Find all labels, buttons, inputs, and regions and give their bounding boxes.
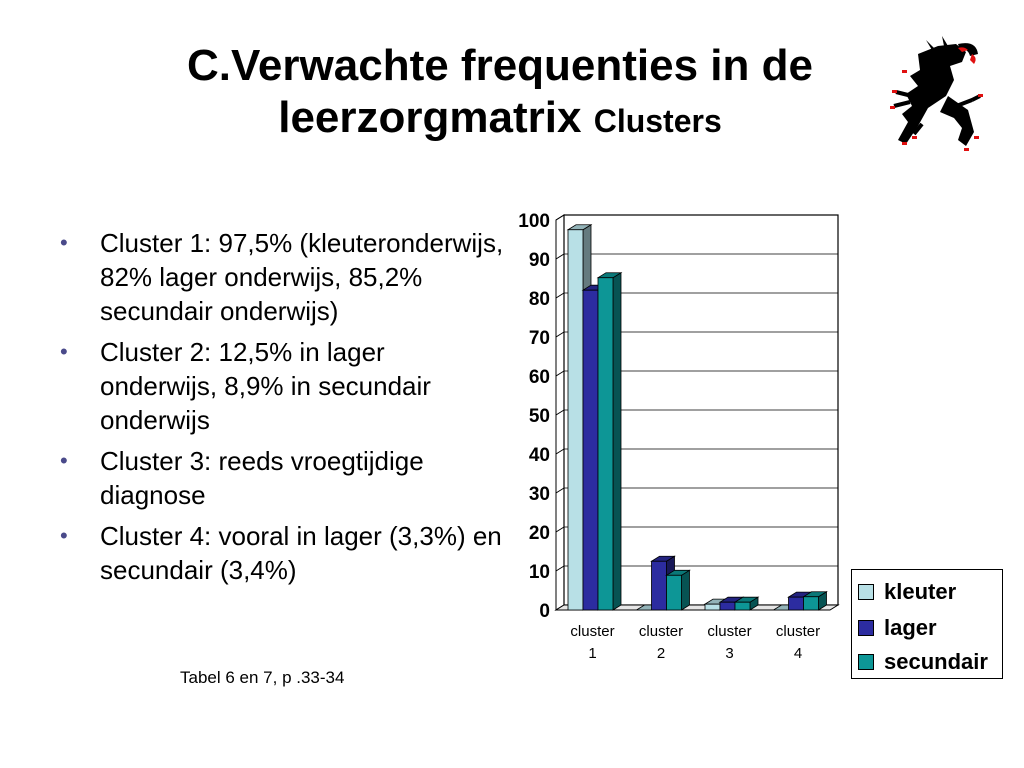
- bar: [719, 601, 736, 611]
- title-main: C.Verwachte frequenties in de leerzorgma…: [187, 41, 813, 142]
- plot-floor: [554, 604, 840, 611]
- x-tick-label: cluster: [570, 623, 614, 640]
- gridline-side: [555, 370, 565, 377]
- bar-side: [734, 596, 744, 611]
- bar-side: [681, 569, 690, 611]
- bar: [651, 560, 667, 611]
- bar-top: [802, 591, 828, 598]
- y-tick-label: 20: [529, 523, 550, 544]
- legend-swatch: [858, 620, 874, 636]
- bar: [704, 603, 721, 611]
- bar-top: [665, 569, 691, 576]
- bullet-dot-icon: •: [60, 230, 68, 255]
- bullet-dot-icon: •: [60, 523, 68, 548]
- y-tick-label: 90: [529, 250, 550, 271]
- y-tick-label: 0: [539, 601, 550, 622]
- bar-side: [749, 596, 759, 611]
- legend-item-kleuter: kleuter: [858, 577, 956, 607]
- bar: [666, 574, 682, 611]
- bar-side: [803, 591, 812, 611]
- legend-item-lager: lager: [858, 613, 937, 643]
- bar: [567, 229, 584, 611]
- gridline-side: [555, 214, 565, 221]
- bullet-item: • Cluster 3: reeds vroegtijdige diagnose: [60, 446, 424, 510]
- bar-side: [651, 604, 660, 611]
- gridline-side: [555, 604, 565, 611]
- bar-top: [703, 598, 730, 605]
- bar-top: [718, 596, 745, 603]
- legend-swatch: [858, 654, 874, 670]
- x-tick-label: 1: [588, 645, 596, 662]
- bar: [788, 596, 804, 611]
- bar-top: [787, 591, 813, 598]
- y-tick-label: 60: [529, 367, 550, 388]
- bullet-dot-icon: •: [60, 339, 68, 364]
- y-tick-label: 70: [529, 328, 550, 349]
- gridline-side: [555, 292, 565, 299]
- gridline-side: [555, 253, 565, 260]
- bar-top: [581, 284, 608, 291]
- bar-top: [566, 224, 593, 231]
- y-tick-label: 10: [529, 562, 550, 583]
- gridline-side: [555, 409, 565, 416]
- bar-side: [612, 271, 622, 611]
- bar-side: [582, 224, 592, 611]
- bar-top: [635, 604, 661, 611]
- x-tick-label: cluster: [707, 623, 751, 640]
- y-tick-label: 100: [518, 211, 550, 232]
- title-sub: Clusters: [593, 103, 722, 139]
- bar-side: [597, 284, 607, 611]
- bar: [803, 596, 819, 611]
- gridline-side: [555, 331, 565, 338]
- bar: [582, 289, 599, 611]
- slide-title: C.Verwachte frequenties in de leerzorgma…: [60, 40, 940, 147]
- bar: [597, 277, 614, 611]
- bar-side: [666, 555, 675, 611]
- x-tick-label: cluster: [639, 623, 683, 640]
- bar-top: [596, 272, 623, 279]
- x-tick-label: 4: [794, 645, 802, 662]
- bullet-item: • Cluster 4: vooral in lager (3,3%) en se…: [60, 521, 502, 585]
- gridline-side: [555, 448, 565, 455]
- bar-side: [719, 598, 729, 611]
- source-note: Tabel 6 en 7, p .33-34: [180, 668, 345, 687]
- legend-label: secundair: [884, 649, 988, 674]
- plot-area: [563, 214, 839, 606]
- legend-label: kleuter: [884, 579, 957, 604]
- bar-top: [772, 604, 798, 611]
- plot-side-wall: [555, 214, 565, 611]
- bullet-list: • Cluster 1: 97,5% (kleuteronderwijs, 82%…: [56, 226, 506, 594]
- chart-legend: kleuter lager secundair: [851, 569, 1003, 679]
- bar-side: [818, 591, 827, 611]
- x-tick-label: cluster: [776, 623, 820, 640]
- gridline-side: [555, 565, 565, 572]
- x-tick-label: 2: [657, 645, 665, 662]
- y-tick-label: 40: [529, 445, 550, 466]
- bullet-item: • Cluster 1: 97,5% (kleuteronderwijs, 82%…: [60, 228, 504, 326]
- y-tick-label: 80: [529, 289, 550, 310]
- gridline-side: [555, 526, 565, 533]
- legend-label: lager: [884, 615, 937, 640]
- legend-swatch: [858, 584, 874, 600]
- flemish-lion-logo-icon: [890, 36, 983, 151]
- x-tick-label: 3: [725, 645, 733, 662]
- bar-side: [788, 604, 797, 611]
- y-tick-label: 30: [529, 484, 550, 505]
- bar-top: [733, 596, 760, 603]
- bullet-item: • Cluster 2: 12,5% in lager onderwijs, 8,…: [60, 337, 431, 435]
- gridline-side: [555, 487, 565, 494]
- bullet-dot-icon: •: [60, 448, 68, 473]
- bar-top: [650, 555, 676, 562]
- legend-item-secundair: secundair: [858, 647, 988, 677]
- y-tick-label: 50: [529, 406, 550, 427]
- bar: [734, 601, 751, 611]
